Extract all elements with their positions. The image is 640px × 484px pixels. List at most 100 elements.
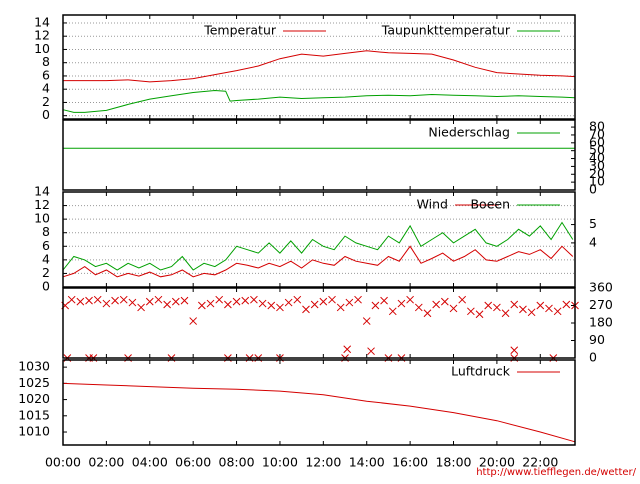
y-tick-label: 1025 bbox=[18, 375, 50, 390]
y-tick-label: 180 bbox=[589, 315, 613, 330]
y-tick-label: 4 bbox=[42, 251, 50, 266]
y-tick-label: 6 bbox=[42, 238, 50, 253]
direction-point bbox=[371, 301, 380, 310]
y-tick-label: 80 bbox=[589, 119, 605, 134]
legend-label: Niederschlag bbox=[428, 125, 510, 140]
direction-point bbox=[484, 301, 493, 310]
series-line bbox=[63, 50, 576, 83]
panel-frame bbox=[62, 287, 576, 359]
x-tick-label: 14:00 bbox=[349, 455, 385, 470]
direction-point bbox=[137, 303, 145, 312]
x-tick-label: 22:00 bbox=[522, 455, 558, 470]
direction-point bbox=[553, 307, 562, 316]
legend-label: Temperatur bbox=[203, 23, 277, 38]
x-tick-label: 02:00 bbox=[88, 455, 124, 470]
y-tick-label: 2 bbox=[42, 265, 50, 280]
y-tick-label: 10 bbox=[34, 211, 50, 226]
y-tick-label: 6 bbox=[42, 67, 50, 82]
y-tick-label: 0 bbox=[42, 107, 50, 122]
direction-point bbox=[93, 295, 102, 304]
y-tick-label: 0 bbox=[589, 350, 597, 365]
x-tick-label: 10:00 bbox=[262, 455, 298, 470]
direction-point bbox=[111, 296, 119, 305]
direction-point bbox=[171, 297, 180, 306]
direction-point bbox=[319, 297, 328, 306]
legend-label: Luftdruck bbox=[451, 364, 511, 379]
y-tick-label: 40 bbox=[589, 150, 605, 165]
y-tick-label: 10 bbox=[34, 41, 50, 56]
y-tick-label: 2 bbox=[42, 94, 50, 109]
direction-point bbox=[367, 347, 375, 356]
direction-point bbox=[510, 300, 519, 309]
footnote: http://www.tiefflegen.de/wetter/ bbox=[476, 467, 636, 478]
direction-point bbox=[102, 299, 111, 308]
y-tick-label: 14 bbox=[34, 14, 50, 29]
direction-point bbox=[510, 346, 519, 355]
series-line bbox=[62, 245, 574, 278]
y-tick-label: 360 bbox=[589, 280, 613, 295]
direction-point bbox=[310, 300, 319, 309]
direction-point bbox=[380, 296, 388, 305]
direction-point bbox=[345, 298, 354, 307]
direction-point bbox=[545, 304, 553, 313]
y-tick-label: 270 bbox=[589, 297, 613, 312]
y-tick-label: 1010 bbox=[18, 424, 50, 439]
direction-point bbox=[388, 307, 397, 316]
direction-point bbox=[76, 297, 85, 306]
direction-point bbox=[449, 304, 458, 313]
direction-point bbox=[189, 317, 198, 325]
direction-point bbox=[241, 296, 250, 305]
y-tick-label: 10 bbox=[589, 174, 605, 189]
direction-point bbox=[527, 308, 536, 317]
direction-point bbox=[293, 295, 302, 304]
direction-point bbox=[85, 296, 93, 305]
y-tick-label: 0 bbox=[589, 182, 597, 197]
direction-point bbox=[493, 303, 501, 312]
direction-point bbox=[128, 298, 137, 307]
direction-point bbox=[536, 301, 545, 310]
direction-point bbox=[250, 295, 258, 304]
direction-point bbox=[267, 301, 276, 310]
y-tick-label: 50 bbox=[589, 142, 605, 157]
y-tick-label: 1020 bbox=[18, 391, 50, 406]
direction-point bbox=[354, 295, 362, 304]
direction-point bbox=[562, 300, 571, 309]
direction-point bbox=[197, 301, 206, 310]
y-tick-label: 14 bbox=[34, 184, 50, 199]
direction-point bbox=[119, 295, 128, 304]
direction-point bbox=[519, 305, 527, 314]
series-line bbox=[62, 382, 576, 443]
direction-point bbox=[406, 295, 414, 304]
direction-point bbox=[397, 299, 406, 308]
y-tick-label: 0 bbox=[42, 279, 50, 294]
direction-point bbox=[458, 295, 467, 304]
direction-point bbox=[432, 300, 441, 309]
y2-tick-label: 5 bbox=[589, 216, 597, 231]
y-tick-label: 60 bbox=[589, 134, 605, 149]
panel-frame bbox=[62, 14, 576, 120]
direction-point bbox=[475, 310, 484, 319]
panel-frame bbox=[62, 359, 576, 446]
direction-point bbox=[145, 297, 154, 306]
direction-point bbox=[163, 300, 171, 309]
direction-point bbox=[440, 297, 449, 306]
y-tick-label: 1030 bbox=[18, 359, 50, 374]
direction-point bbox=[336, 303, 345, 312]
direction-point bbox=[215, 295, 224, 304]
direction-point bbox=[206, 299, 215, 308]
x-tick-label: 20:00 bbox=[479, 455, 515, 470]
y-tick-label: 8 bbox=[42, 224, 50, 239]
series-line bbox=[62, 221, 574, 271]
x-tick-label: 16:00 bbox=[392, 455, 428, 470]
x-tick-label: 00:00 bbox=[45, 455, 81, 470]
legend-label: Wind bbox=[417, 197, 448, 212]
direction-point bbox=[423, 309, 432, 318]
y-tick-label: 8 bbox=[42, 54, 50, 69]
y-tick-label: 4 bbox=[42, 81, 50, 96]
legend-label: Taupunkttemperatur bbox=[381, 23, 511, 38]
direction-point bbox=[154, 295, 163, 304]
y2-tick-label: 4 bbox=[589, 234, 597, 249]
direction-point bbox=[258, 299, 267, 308]
y-tick-label: 12 bbox=[34, 197, 50, 212]
